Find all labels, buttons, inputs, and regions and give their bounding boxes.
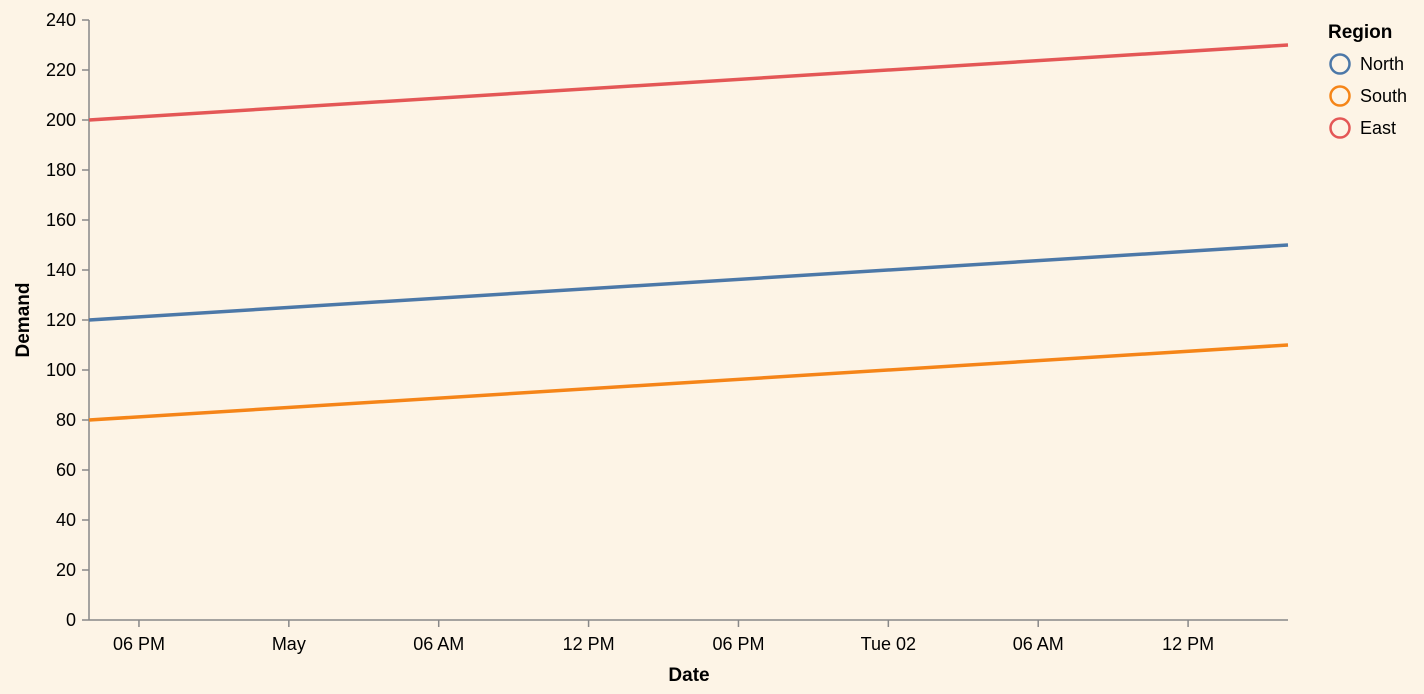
legend-symbol (1329, 53, 1351, 75)
legend-item-south[interactable]: South (1329, 85, 1408, 107)
x-axis: 06 PM May 06 AM 12 PM 06 PM Tue 02 06 AM 12 PM (89, 619, 1288, 654)
y-tick-label: 100 (46, 360, 76, 380)
y-tick-label: 140 (46, 260, 76, 280)
series-line-north (88, 243, 1289, 322)
series-layer (88, 43, 1289, 422)
y-tick-label: 20 (56, 560, 76, 580)
x-axis-title: Date (668, 665, 709, 686)
y-tick-label: 200 (46, 110, 76, 130)
x-tick-label: Tue 02 (861, 634, 916, 654)
legend-item-north[interactable]: North (1329, 53, 1405, 75)
series-line-south (88, 343, 1289, 422)
x-tick-label: 12 PM (563, 634, 615, 654)
x-tick-label: 06 PM (712, 634, 764, 654)
legend-label: South (1360, 86, 1407, 106)
y-tick-label: 40 (56, 510, 76, 530)
legend-title: Region (1328, 22, 1392, 43)
legend-label: North (1360, 54, 1404, 74)
y-tick-label: 60 (56, 460, 76, 480)
x-tick-label: 06 AM (1013, 634, 1064, 654)
x-tick-label: 12 PM (1162, 634, 1214, 654)
y-tick-label: 180 (46, 160, 76, 180)
legend[interactable]: Region North South East (1328, 22, 1408, 139)
y-axis-title: Demand (13, 283, 34, 358)
x-tick-label: May (272, 634, 306, 654)
y-tick-label: 120 (46, 310, 76, 330)
y-axis: 0 20 40 60 80 100 120 140 160 180 200 220 240 (46, 10, 90, 630)
legend-item-east[interactable]: East (1329, 117, 1397, 139)
y-tick-label: 240 (46, 10, 76, 30)
legend-symbol (1329, 85, 1351, 107)
legend-symbol (1329, 117, 1351, 139)
x-tick-label: 06 AM (413, 634, 464, 654)
series-line-east (88, 43, 1289, 122)
y-tick-label: 220 (46, 60, 76, 80)
y-tick-label: 80 (56, 410, 76, 430)
y-tick-label: 160 (46, 210, 76, 230)
x-tick-label: 06 PM (113, 634, 165, 654)
y-tick-label: 0 (66, 610, 76, 630)
legend-label: East (1360, 118, 1396, 138)
